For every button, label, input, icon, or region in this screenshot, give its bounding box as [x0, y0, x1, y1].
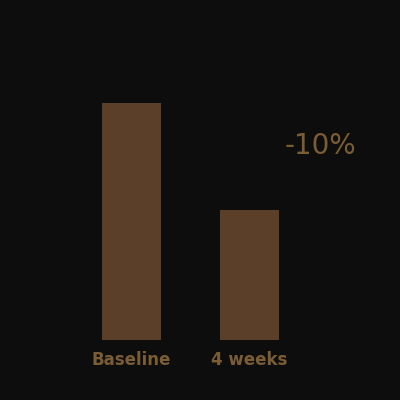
Bar — [220, 210, 279, 340]
Bar — [102, 103, 161, 340]
Text: -10%: -10% — [285, 132, 356, 160]
